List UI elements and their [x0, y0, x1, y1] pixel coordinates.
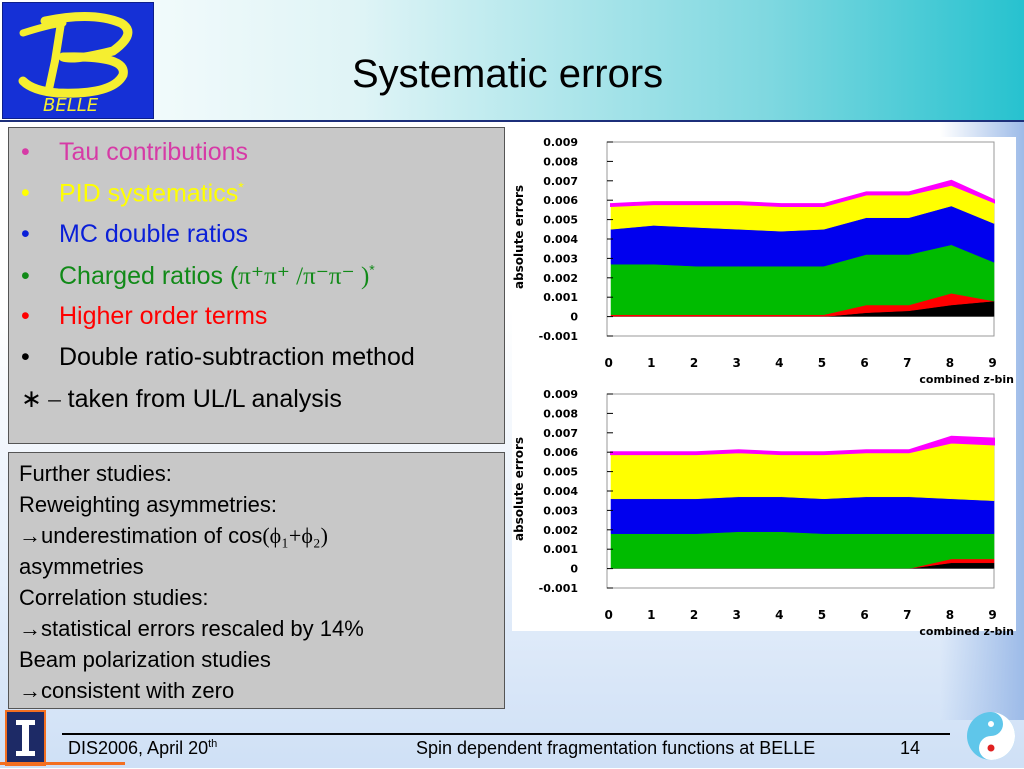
further-line: Beam polarization studies	[19, 647, 271, 672]
x-tick-label: 6	[860, 356, 868, 370]
bullet-mc: • MC double ratios	[21, 220, 248, 248]
bullet-text: Double ratio-subtraction method	[59, 343, 415, 371]
further-line: Correlation studies:	[19, 585, 209, 610]
bullet-charged: • Charged ratios (π⁺π⁺ /π⁻π⁻ )*	[21, 261, 375, 290]
y-tick-label: 0	[570, 563, 578, 576]
x-tick-label: 7	[903, 608, 911, 622]
x-tick-label: 1	[647, 356, 655, 370]
further-line: →statistical errors rescaled by 14%	[19, 616, 364, 641]
further-studies-panel: Further studies: Reweighting asymmetries…	[8, 452, 505, 709]
page-number: 14	[900, 738, 921, 758]
x-tick-label: 8	[946, 608, 954, 622]
y-tick-label: 0.007	[543, 427, 578, 440]
footer-title: Spin dependent fragmentation functions a…	[416, 738, 816, 758]
y-tick-label: 0.004	[543, 233, 578, 246]
footer-date-text: DIS2006, April 20	[68, 738, 209, 758]
y-axis-label: absolute errors	[512, 185, 526, 289]
x-tick-label: 7	[903, 356, 911, 370]
further-line: Reweighting asymmetries:	[19, 492, 277, 517]
charts-area: 0.009 0.008 0.007 0.006 0.005 0.004 0.003 0.002…	[512, 136, 1016, 638]
y-tick-label: -0.001	[539, 330, 578, 343]
further-line: →consistent with zero	[19, 678, 235, 703]
slide-title: Systematic errors	[352, 52, 664, 96]
bullet-text: Charged ratios (	[59, 262, 239, 290]
x-axis-label: combined z-bin	[919, 373, 1014, 384]
x-tick-label: 2	[690, 608, 698, 622]
further-line: →underestimation of cos(ϕ₁+ϕ₂)	[19, 523, 328, 549]
bullet-tau: • Tau contributions	[21, 138, 249, 166]
phi-formula: (ϕ₁+ϕ₂)	[262, 523, 328, 548]
error-band	[610, 179, 995, 208]
further-line: asymmetries	[19, 554, 144, 579]
x-axis-label: combined z-bin	[919, 625, 1014, 636]
note-line: ∗ – taken from UL/L analysis	[21, 384, 342, 414]
note-symbol: ∗ –	[21, 386, 61, 413]
error-band	[610, 496, 995, 534]
x-tick-label: 5	[818, 356, 826, 370]
x-tick-label: 4	[775, 356, 783, 370]
bullet-text: Higher order terms	[59, 302, 268, 330]
note-text: taken from UL/L analysis	[60, 385, 342, 413]
y-tick-label: 0.001	[543, 291, 578, 304]
bullet-text: Tau contributions	[59, 138, 249, 166]
y-axis-label: absolute errors	[512, 437, 526, 541]
y-tick-label: 0.005	[543, 466, 578, 479]
footer-date-sup: th	[208, 738, 218, 750]
x-tick-label: 8	[946, 356, 954, 370]
y-tick-label: 0.002	[543, 272, 578, 285]
bullet-text: PID systematics	[59, 179, 239, 208]
y-tick-label: 0.009	[543, 389, 578, 401]
chart-top: 0.009 0.008 0.007 0.006 0.005 0.004 0.003 0.002…	[512, 136, 1014, 386]
x-tick-label: 3	[732, 608, 740, 622]
bullet-pid: • PID systematics*	[21, 179, 244, 208]
y-tick-label: 0.005	[543, 214, 578, 227]
logo-text: BELLE	[43, 95, 99, 116]
x-tick-label: 9	[988, 356, 996, 370]
asterisk-mark: *	[369, 261, 375, 278]
bullet-panel: • Tau contributions • PID systematics* • MC…	[8, 127, 505, 444]
bullet-double: • Double ratio-subtraction method	[21, 343, 415, 371]
pion-formula: π⁺π⁺ /π⁻π⁻ )	[238, 263, 370, 290]
y-tick-label: 0.003	[543, 504, 578, 517]
x-tick-label: 0	[605, 608, 613, 622]
bullet-higher: • Higher order terms	[21, 302, 268, 330]
belle-logo: BELLE	[2, 2, 154, 119]
y-tick-label: 0.002	[543, 524, 578, 537]
asterisk-mark: *	[238, 179, 244, 195]
x-tick-label: 9	[988, 608, 996, 622]
x-tick-label: 2	[690, 356, 698, 370]
y-tick-label: 0.009	[543, 137, 578, 149]
y-tick-label: 0.001	[543, 543, 578, 556]
x-tick-label: 6	[860, 608, 868, 622]
y-tick-label: 0.006	[543, 194, 578, 207]
y-tick-label: 0.008	[543, 407, 578, 420]
footer-accent-line	[0, 762, 125, 765]
further-line: Further studies:	[19, 461, 172, 486]
y-tick-label: 0.004	[543, 485, 578, 498]
error-band	[610, 435, 995, 456]
illinois-i-icon	[16, 720, 35, 756]
slide-header: BELLE Systematic errors	[0, 0, 1024, 122]
x-tick-label: 0	[605, 356, 613, 370]
footer-divider	[62, 733, 950, 735]
bullet-text: MC double ratios	[59, 220, 248, 248]
kek-logo-icon	[967, 712, 1015, 760]
footer-date: DIS2006, April 20th	[68, 738, 217, 759]
x-tick-label: 4	[775, 608, 783, 622]
y-tick-label: -0.001	[539, 582, 578, 595]
y-tick-label: 0.003	[543, 252, 578, 265]
y-tick-label: 0	[570, 311, 578, 324]
x-tick-label: 5	[818, 608, 826, 622]
y-tick-label: 0.008	[543, 155, 578, 168]
y-tick-label: 0.006	[543, 446, 578, 459]
x-tick-label: 3	[732, 356, 740, 370]
uiuc-logo	[5, 710, 46, 766]
belle-b-icon: BELLE	[18, 11, 133, 116]
x-tick-label: 1	[647, 608, 655, 622]
further-text: →underestimation of cos	[19, 523, 263, 548]
chart-bottom: 0.009 0.008 0.007 0.006 0.005 0.004 0.003 0.002…	[512, 388, 1014, 638]
y-tick-label: 0.007	[543, 175, 578, 188]
